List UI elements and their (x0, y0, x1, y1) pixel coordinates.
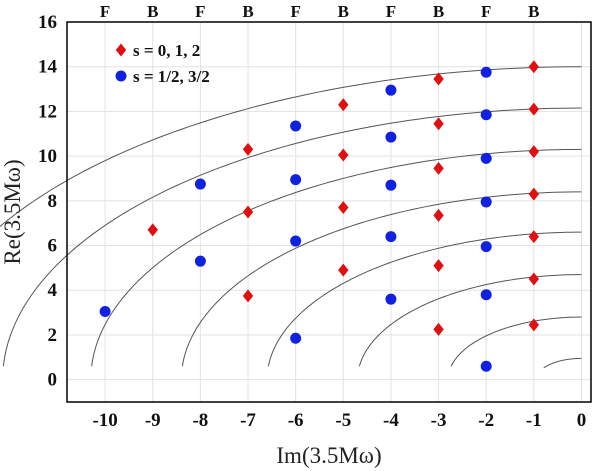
data-point (480, 196, 492, 208)
curve (91, 148, 582, 367)
data-point (242, 289, 254, 303)
data-point (528, 102, 540, 116)
x-tick-label: -3 (431, 410, 447, 431)
y-tick-label: 8 (48, 191, 58, 212)
curve (2, 107, 582, 367)
legend-label: s = 1/2, 3/2 (133, 67, 210, 86)
data-point (480, 289, 492, 301)
data-point (338, 201, 349, 215)
y-tick-label: 4 (48, 280, 58, 301)
data-point (242, 205, 254, 219)
data-point (480, 66, 492, 78)
data-point (385, 231, 397, 243)
x-tick-label: -1 (526, 410, 542, 431)
x-tick-label: -6 (288, 410, 304, 431)
y-tick-label: 12 (38, 101, 57, 122)
curve (358, 274, 582, 367)
data-point (290, 235, 302, 247)
top-label: B (147, 2, 158, 21)
x-tick-labels: -10 -9 -8 -7 -6 -5 -4 -3 -2 -1 0 (92, 410, 586, 431)
top-label: B (338, 2, 349, 21)
top-label: B (433, 2, 444, 21)
data-point (528, 145, 540, 159)
data-point (194, 255, 206, 267)
x-tick-label: 0 (577, 410, 587, 431)
x-tick-label: -9 (145, 410, 161, 431)
data-point (242, 142, 254, 156)
x-axis-label: Im(3.5Mω) (276, 443, 381, 468)
data-point (290, 332, 302, 344)
data-point (433, 322, 444, 336)
y-tick-label: 10 (38, 146, 57, 167)
x-tick-label: -7 (240, 410, 256, 431)
x-tick-label: -10 (92, 410, 117, 431)
data-point (338, 148, 349, 162)
data-point (528, 230, 540, 244)
top-label: F (195, 2, 205, 21)
x-tick-label: -8 (192, 410, 208, 431)
data-point (433, 117, 444, 131)
data-point (433, 72, 444, 86)
top-label: F (100, 2, 110, 21)
y-tick-label: 0 (48, 370, 58, 391)
x-tick-label: -2 (478, 410, 494, 431)
data-point (480, 360, 492, 372)
legend-label: s = 0, 1, 2 (133, 41, 200, 60)
data-point (433, 208, 444, 222)
data-point (147, 223, 158, 237)
data-points (99, 60, 540, 372)
data-point (433, 259, 444, 273)
x-tick-label: -4 (383, 410, 399, 431)
data-point (528, 272, 540, 286)
top-label: F (481, 2, 491, 21)
top-label: B (242, 2, 253, 21)
data-point (290, 120, 302, 132)
y-tick-label: 16 (38, 12, 57, 33)
data-point (385, 84, 397, 96)
curve (450, 316, 582, 367)
curve (543, 357, 582, 369)
curve (267, 231, 582, 367)
grid-lines (67, 21, 591, 402)
top-label: F (386, 2, 396, 21)
data-point (385, 293, 397, 305)
top-label: F (290, 2, 300, 21)
data-point (528, 60, 540, 74)
legend: s = 0, 1, 2 s = 1/2, 3/2 (115, 41, 210, 86)
data-point (194, 178, 206, 190)
data-point (338, 98, 349, 112)
top-label: B (528, 2, 539, 21)
data-point (528, 187, 540, 201)
legend-marker (115, 43, 127, 57)
legend-marker (115, 70, 127, 82)
y-axis-label: Re(3.5Mω) (0, 159, 25, 264)
curve (0, 66, 582, 228)
y-tick-label: 6 (48, 236, 58, 257)
curve (181, 191, 582, 367)
y-tick-label: 2 (48, 325, 58, 346)
y-tick-labels: 0 2 4 6 8 10 12 14 16 (38, 12, 58, 391)
data-point (480, 241, 492, 253)
curves (0, 66, 582, 369)
x-tick-label: -5 (335, 410, 351, 431)
data-point (385, 131, 397, 143)
y-tick-label: 14 (38, 57, 58, 78)
data-point (99, 305, 111, 317)
data-point (290, 174, 302, 186)
data-point (385, 179, 397, 191)
data-point (338, 263, 349, 277)
data-point (480, 109, 492, 121)
data-point (528, 318, 540, 332)
data-point (480, 152, 492, 164)
plot-frame (66, 21, 592, 403)
data-point (433, 161, 444, 175)
